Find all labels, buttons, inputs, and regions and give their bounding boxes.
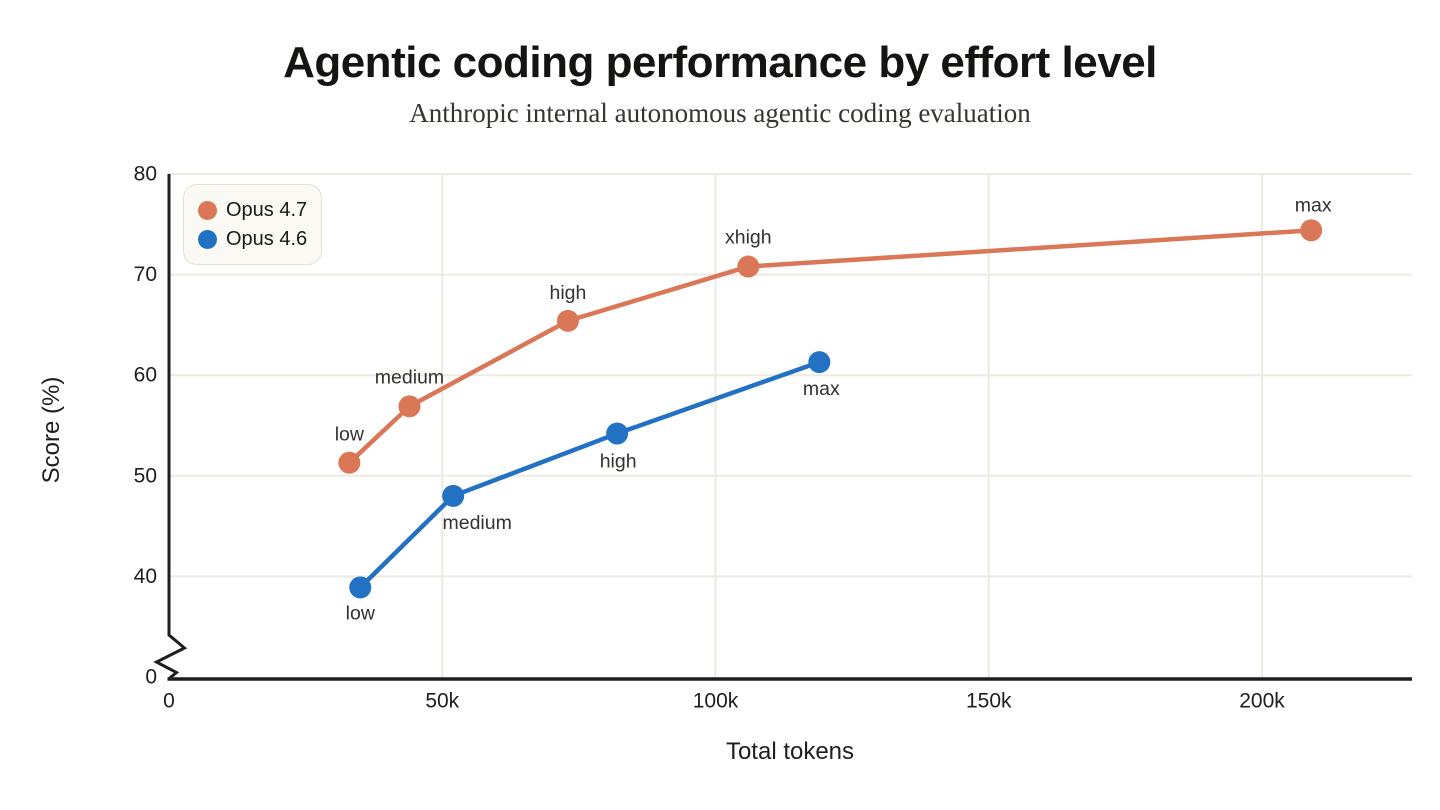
x-tick-label: 200k — [1239, 690, 1285, 713]
y-tick-label: 80 — [134, 163, 157, 186]
chart-subtitle: Anthropic internal autonomous agentic co… — [409, 98, 1031, 128]
x-tick-label: 50k — [425, 690, 459, 713]
legend-label: Opus 4.7 — [226, 199, 308, 221]
data-point-marker — [556, 309, 579, 332]
data-point-label: medium — [443, 512, 512, 534]
data-point-label: high — [600, 451, 637, 473]
data-point-marker — [606, 422, 629, 445]
series-line — [347, 228, 1314, 465]
y-axis-line — [153, 174, 188, 680]
y-origin-tick-label: 0 — [145, 666, 157, 689]
y-tick-label: 70 — [134, 263, 157, 286]
legend-item-opus-4-7: Opus 4.7 — [198, 196, 307, 225]
legend: Opus 4.7 Opus 4.6 — [183, 184, 322, 265]
data-point-marker — [349, 576, 372, 599]
data-point-marker — [338, 451, 361, 474]
legend-marker-icon — [198, 201, 217, 220]
data-point-label: xhigh — [725, 227, 772, 249]
y-tick-label: 40 — [134, 565, 157, 588]
data-point-marker — [737, 255, 760, 278]
data-point-marker — [398, 395, 421, 418]
data-point-label: medium — [375, 366, 444, 388]
data-point-label: max — [803, 378, 840, 400]
x-tick-label: 0 — [163, 690, 175, 713]
series-opus-4-7: low medium high xhigh max — [335, 194, 1332, 474]
data-point-label: high — [550, 282, 587, 304]
data-point-marker — [1300, 219, 1323, 242]
legend-label: Opus 4.6 — [226, 228, 308, 250]
chart-title: Agentic coding performance by effort lev… — [283, 38, 1157, 87]
legend-marker-icon — [198, 230, 217, 249]
y-axis-title: Score (%) — [38, 376, 65, 484]
data-point-marker — [442, 484, 465, 507]
data-point-marker — [808, 351, 831, 374]
y-tick-label: 50 — [134, 464, 157, 487]
tick-labels: 0 50k 100k 150k 200k 80 70 60 50 40 0 — [134, 163, 1286, 713]
x-axis-title: Total tokens — [725, 738, 855, 765]
data-point-label: low — [346, 602, 376, 624]
data-point-label: low — [335, 424, 365, 446]
x-tick-label: 150k — [966, 690, 1012, 713]
x-tick-label: 100k — [693, 690, 739, 713]
data-point-label: max — [1295, 194, 1332, 216]
series-opus-4-6: low medium high max — [346, 351, 840, 624]
gridlines — [169, 173, 1412, 679]
y-tick-label: 60 — [134, 364, 157, 387]
legend-item-opus-4-6: Opus 4.6 — [198, 225, 307, 254]
series-line — [358, 359, 822, 590]
